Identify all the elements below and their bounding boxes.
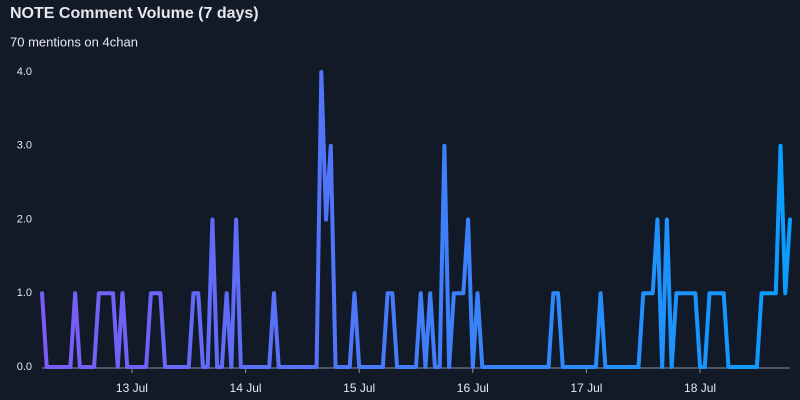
y-tick-label: 0.0: [17, 361, 32, 373]
y-tick-label: 3.0: [17, 140, 32, 152]
x-tick-label: 14 Jul: [230, 381, 262, 395]
x-tick-label: 15 Jul: [343, 381, 375, 395]
x-tick-label: 16 Jul: [457, 381, 489, 395]
x-tick-label: 13 Jul: [116, 381, 148, 395]
x-tick-label: 18 Jul: [684, 381, 716, 395]
y-tick-label: 2.0: [17, 213, 32, 225]
x-tick-label: 17 Jul: [570, 381, 602, 395]
line: [40, 70, 792, 369]
chart-subtitle: 70 mentions on 4chan: [10, 34, 138, 49]
y-tick-label: 4.0: [17, 66, 32, 78]
y-tick-label: 1.0: [17, 287, 32, 299]
chart-title: NOTE Comment Volume (7 days): [10, 5, 259, 22]
